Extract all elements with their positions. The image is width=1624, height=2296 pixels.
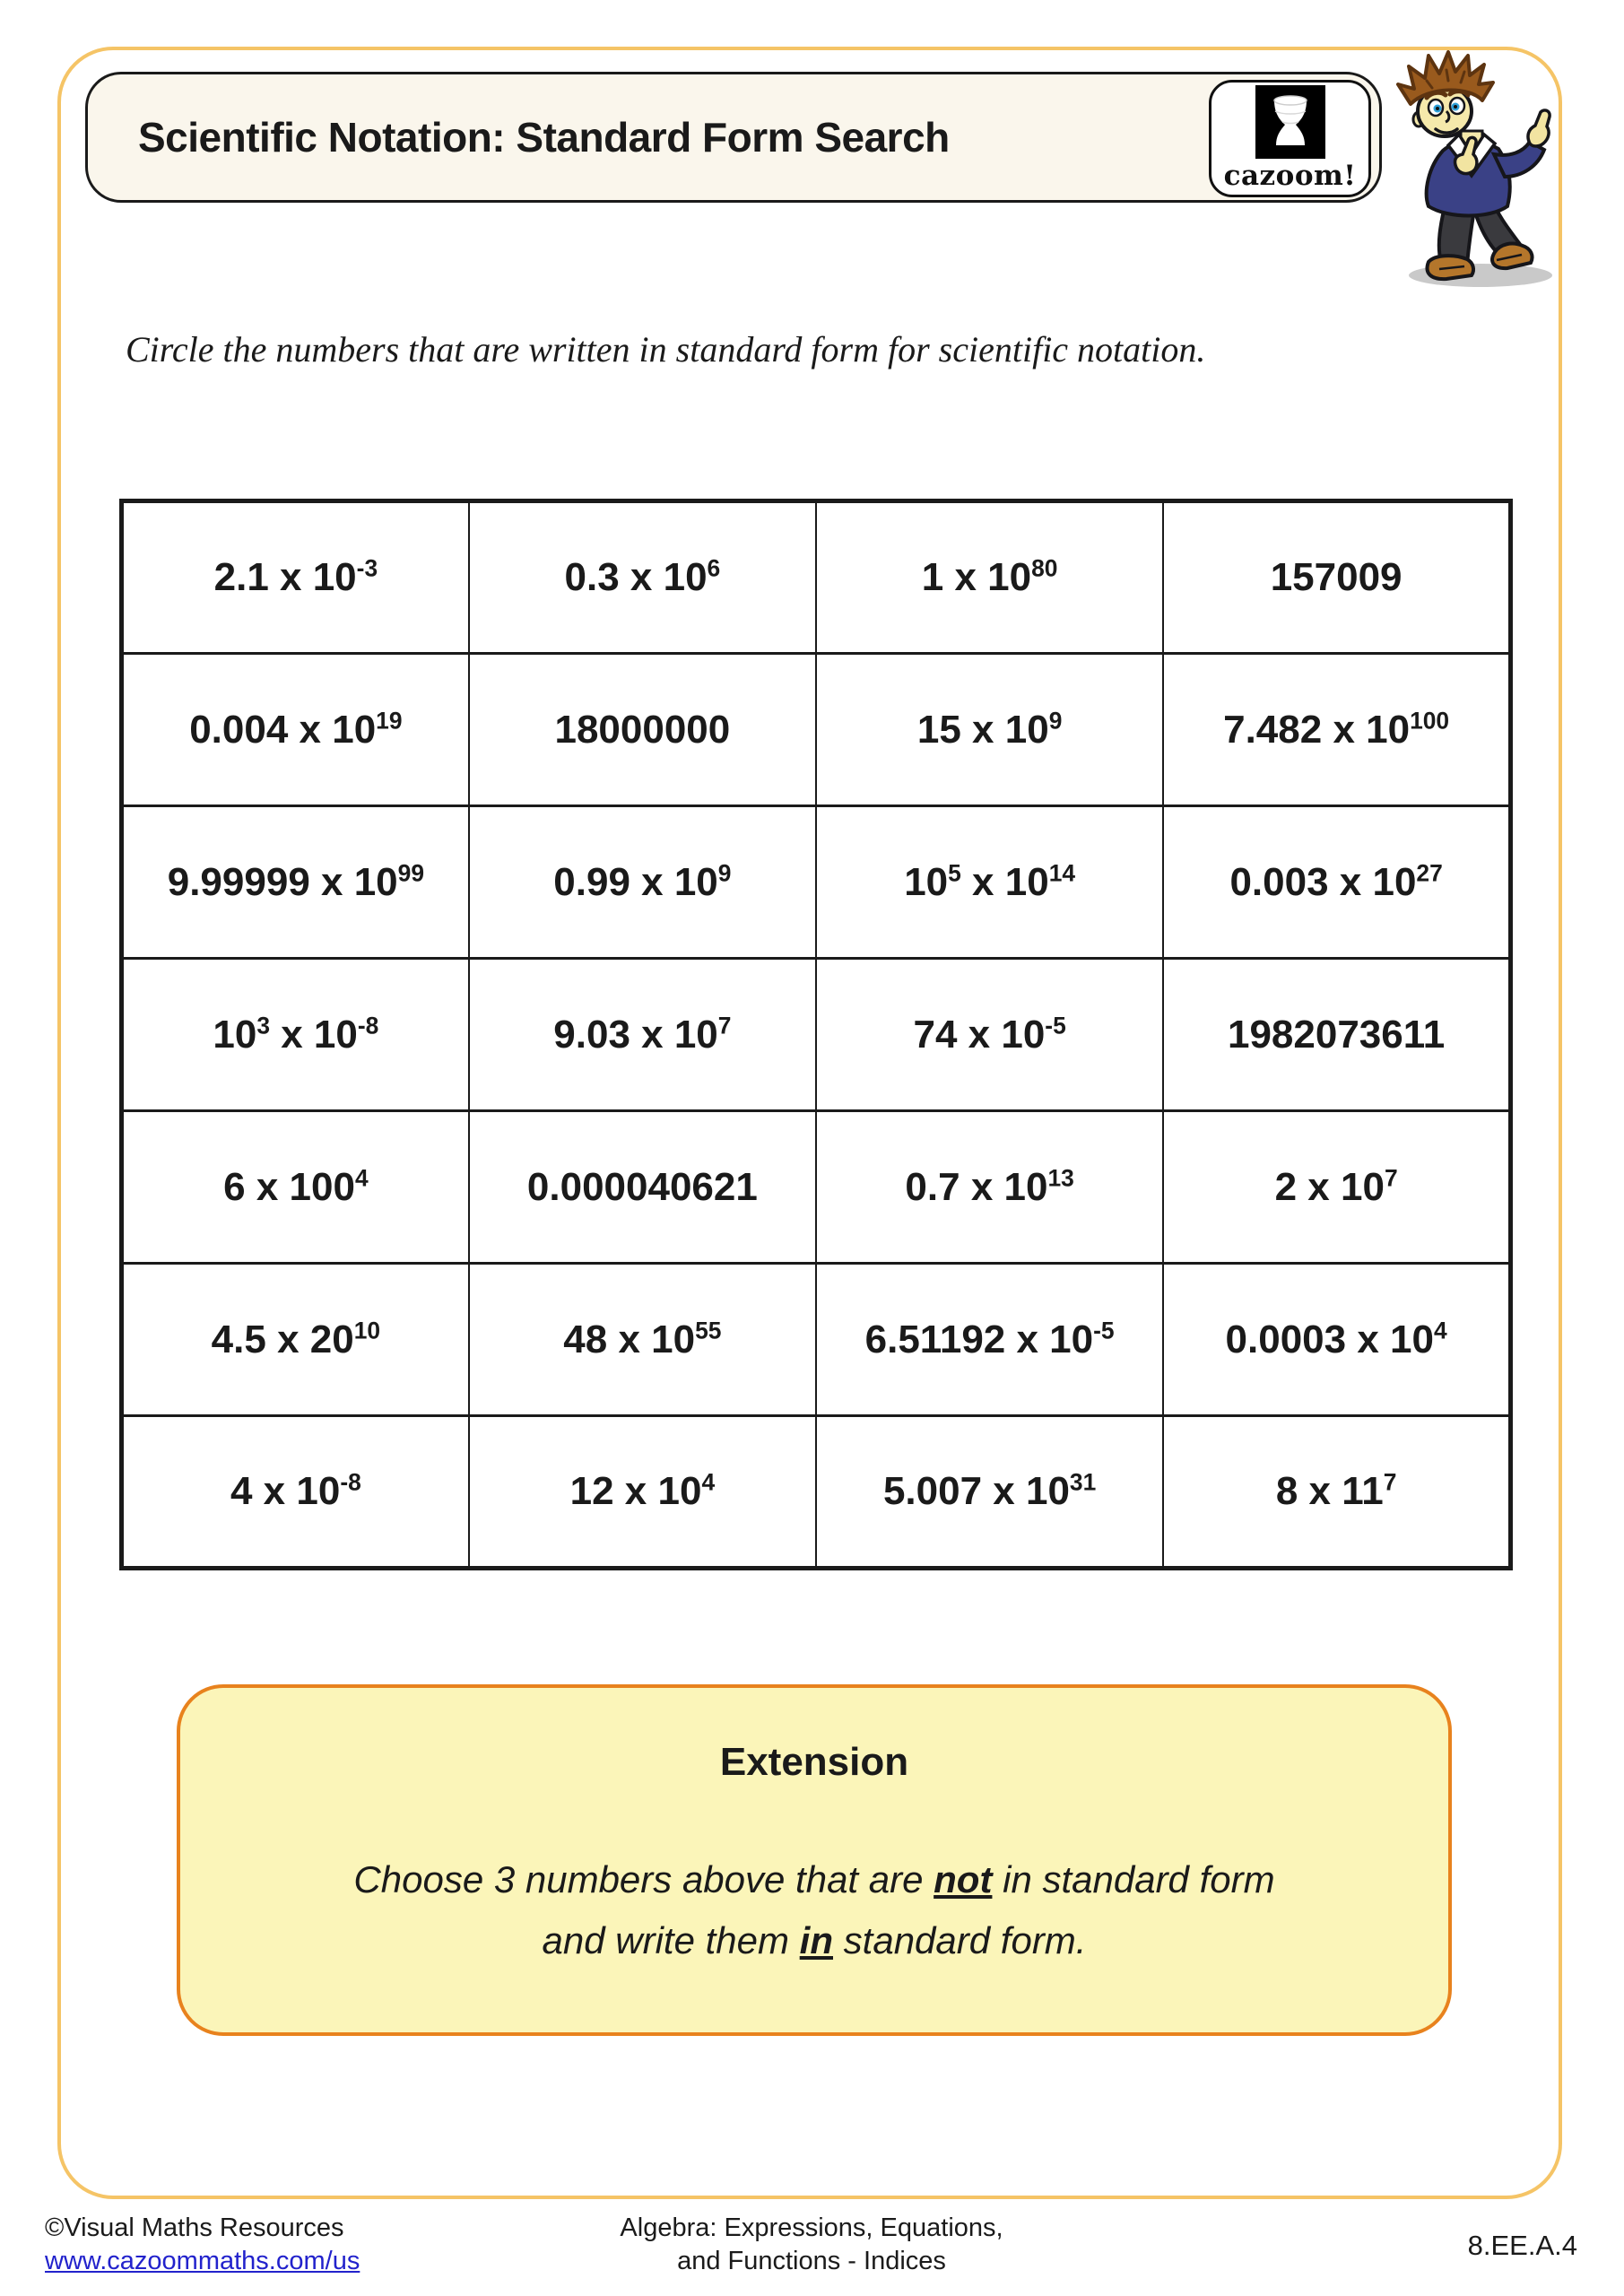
grid-cell[interactable]: 0.3 x 106	[467, 500, 818, 655]
worksheet-instruction: Circle the numbers that are written in s…	[126, 329, 1206, 370]
footer-topic: Algebra: Expressions, Equations, and Fun…	[408, 2212, 1215, 2278]
grid-cell[interactable]: 2.1 x 10-3	[120, 500, 470, 655]
grid-cell[interactable]: 9.99999 x 1099	[120, 804, 470, 960]
grid-cell[interactable]: 15 x 109	[814, 652, 1165, 807]
page-title: Scientific Notation: Standard Form Searc…	[138, 114, 950, 161]
extension-body: Choose 3 numbers above that are not in s…	[180, 1849, 1448, 1971]
extension-title: Extension	[719, 1740, 909, 1784]
grid-cell[interactable]: 105 x 1014	[814, 804, 1165, 960]
mascot-illustration	[1391, 48, 1595, 307]
cartoon-boy-thumbs-up-icon	[1396, 50, 1552, 287]
grid-cell[interactable]: 2 x 107	[1162, 1109, 1512, 1265]
grid-row: 9.99999 x 1099 0.99 x 109 105 x 1014 0.003 …	[120, 804, 1512, 960]
grid-cell[interactable]: 5.007 x 1031	[814, 1414, 1165, 1570]
grid-cell[interactable]: 0.003 x 1027	[1162, 804, 1512, 960]
grid-cell[interactable]: 1 x 1080	[814, 500, 1165, 655]
grid-cell[interactable]: 7.482 x 10100	[1162, 652, 1512, 807]
grid-cell[interactable]: 4 x 10-8	[120, 1414, 470, 1570]
grid-cell[interactable]: 0.7 x 1013	[814, 1109, 1165, 1265]
extension-box: Extension Choose 3 numbers above that ar…	[177, 1684, 1452, 2036]
grid-cell[interactable]: 12 x 104	[467, 1414, 818, 1570]
number-grid-body: 2.1 x 10-3 0.3 x 106 1 x 1080 157009 0.004 x…	[120, 500, 1512, 1570]
number-grid: 2.1 x 10-3 0.3 x 106 1 x 1080 157009 0.004 x…	[119, 499, 1513, 1570]
grid-row: 6 x 1004 0.000040621 0.7 x 1013 2 x 107	[120, 1109, 1512, 1265]
topic-line-1: Algebra: Expressions, Equations,	[620, 2213, 1003, 2242]
page-border-frame	[57, 47, 1562, 2199]
cazoom-logo: cazoom!	[1209, 80, 1371, 197]
grid-cell[interactable]: 9.03 x 107	[467, 957, 818, 1112]
grid-row: 0.004 x 1019 18000000 15 x 109 7.482 x 1010…	[120, 652, 1512, 807]
website-link[interactable]: www.cazoommaths.com/us	[45, 2247, 360, 2275]
copyright-text: ©Visual Maths Resources	[45, 2213, 344, 2242]
grid-cell[interactable]: 1982073611	[1162, 957, 1512, 1112]
grid-cell[interactable]: 18000000	[467, 652, 818, 807]
grid-cell[interactable]: 6.51192 x 10-5	[814, 1262, 1165, 1417]
grid-cell[interactable]: 6 x 1004	[120, 1109, 470, 1265]
grid-cell[interactable]: 0.99 x 109	[467, 804, 818, 960]
grid-cell[interactable]: 8 x 117	[1162, 1414, 1512, 1570]
extension-body-line: Choose 3 numbers above that are not in s…	[353, 1858, 1275, 1900]
standard-code: 8.EE.A.4	[1467, 2230, 1577, 2261]
topic-line-2: and Functions - Indices	[677, 2247, 946, 2275]
grid-cell[interactable]: 0.004 x 1019	[120, 652, 470, 807]
grid-cell[interactable]: 0.0003 x 104	[1162, 1262, 1512, 1417]
djembe-drum-icon	[1255, 85, 1325, 159]
footer-left: ©Visual Maths Resources www.cazoommaths.…	[45, 2212, 360, 2278]
grid-cell[interactable]: 0.000040621	[467, 1109, 818, 1265]
extension-body-line: and write them in standard form.	[542, 1919, 1087, 1961]
grid-cell[interactable]: 74 x 10-5	[814, 957, 1165, 1112]
grid-cell[interactable]: 157009	[1162, 500, 1512, 655]
grid-row: 103 x 10-8 9.03 x 107 74 x 10-5 1982073611	[120, 957, 1512, 1112]
grid-row: 2.1 x 10-3 0.3 x 106 1 x 1080 157009	[120, 500, 1512, 655]
grid-cell[interactable]: 103 x 10-8	[120, 957, 470, 1112]
grid-row: 4 x 10-8 12 x 104 5.007 x 1031 8 x 117	[120, 1414, 1512, 1570]
title-bar: Scientific Notation: Standard Form Searc…	[85, 72, 1382, 203]
cazoom-logo-text: cazoom!	[1223, 160, 1357, 192]
grid-row: 4.5 x 2010 48 x 1055 6.51192 x 10-5 0.0003 …	[120, 1262, 1512, 1417]
grid-cell[interactable]: 48 x 1055	[467, 1262, 818, 1417]
grid-cell[interactable]: 4.5 x 2010	[120, 1262, 470, 1417]
